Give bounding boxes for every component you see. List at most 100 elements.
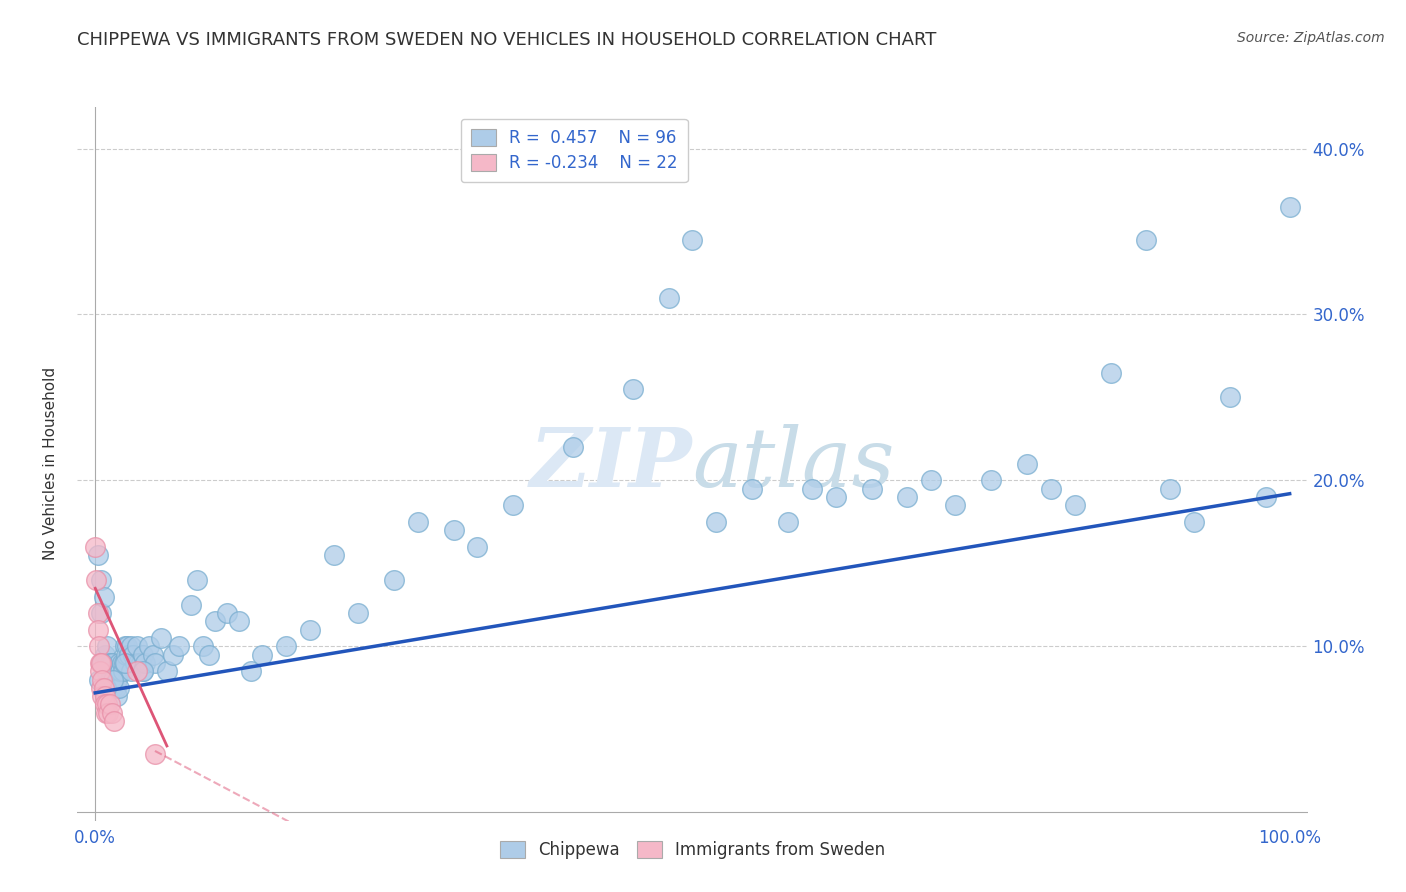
Point	[86, 606, 108, 620]
Point	[347, 606, 370, 620]
Point	[96, 640, 118, 654]
Point	[89, 665, 111, 679]
Point	[1159, 482, 1181, 496]
Point	[197, 648, 219, 662]
Point	[87, 640, 110, 654]
Point	[115, 648, 138, 662]
Point	[132, 665, 155, 679]
Point	[204, 615, 226, 629]
Point	[94, 681, 117, 695]
Point	[94, 665, 117, 679]
Y-axis label: No Vehicles in Household: No Vehicles in Household	[44, 368, 58, 560]
Point	[101, 706, 124, 720]
Point	[94, 698, 117, 712]
Point	[406, 515, 429, 529]
Point	[741, 482, 763, 496]
Point	[143, 747, 166, 762]
Point	[323, 548, 346, 562]
Point	[138, 640, 160, 654]
Point	[191, 640, 214, 654]
Point	[800, 482, 823, 496]
Point	[1254, 490, 1277, 504]
Point	[120, 640, 142, 654]
Point	[276, 640, 298, 654]
Point	[120, 665, 142, 679]
Point	[142, 648, 165, 662]
Point	[91, 673, 114, 687]
Point	[162, 648, 184, 662]
Point	[101, 656, 124, 670]
Point	[896, 490, 918, 504]
Point	[704, 515, 727, 529]
Point	[96, 656, 118, 670]
Point	[562, 440, 585, 454]
Point	[101, 665, 124, 679]
Text: Source: ZipAtlas.com: Source: ZipAtlas.com	[1237, 31, 1385, 45]
Point	[621, 382, 644, 396]
Point	[125, 640, 148, 654]
Point	[1219, 391, 1241, 405]
Point	[94, 648, 117, 662]
Point	[149, 631, 172, 645]
Point	[110, 656, 132, 670]
Point	[90, 606, 112, 620]
Text: atlas: atlas	[693, 424, 894, 504]
Point	[156, 665, 179, 679]
Point	[98, 656, 121, 670]
Point	[1182, 515, 1205, 529]
Point	[100, 665, 122, 679]
Point	[1099, 366, 1122, 380]
Point	[104, 681, 127, 695]
Point	[107, 665, 129, 679]
Point	[112, 656, 135, 670]
Point	[101, 681, 124, 695]
Point	[90, 573, 112, 587]
Point	[239, 665, 262, 679]
Point	[1135, 233, 1157, 247]
Point	[94, 656, 117, 670]
Point	[108, 656, 131, 670]
Point	[134, 656, 156, 670]
Point	[186, 573, 208, 587]
Point	[943, 499, 966, 513]
Point	[180, 598, 202, 612]
Point	[125, 665, 148, 679]
Point	[467, 540, 489, 554]
Point	[1278, 200, 1301, 214]
Point	[127, 656, 149, 670]
Text: CHIPPEWA VS IMMIGRANTS FROM SWEDEN NO VEHICLES IN HOUSEHOLD CORRELATION CHART: CHIPPEWA VS IMMIGRANTS FROM SWEDEN NO VE…	[77, 31, 936, 49]
Point	[94, 706, 117, 720]
Point	[90, 656, 112, 670]
Point	[114, 640, 136, 654]
Point	[103, 714, 125, 728]
Point	[1015, 457, 1038, 471]
Point	[124, 656, 146, 670]
Point	[299, 623, 322, 637]
Point	[86, 548, 108, 562]
Point	[117, 640, 139, 654]
Point	[132, 665, 155, 679]
Point	[382, 573, 405, 587]
Point	[86, 573, 108, 587]
Point	[110, 665, 132, 679]
Point	[89, 656, 111, 670]
Point	[824, 490, 846, 504]
Point	[122, 648, 145, 662]
Point	[105, 689, 128, 703]
Point	[776, 515, 799, 529]
Point	[96, 665, 118, 679]
Point	[980, 474, 1002, 488]
Point	[682, 233, 704, 247]
Point	[111, 665, 134, 679]
Point	[97, 706, 120, 720]
Point	[93, 590, 115, 604]
Point	[860, 482, 883, 496]
Point	[114, 656, 136, 670]
Point	[101, 673, 124, 687]
Point	[129, 656, 152, 670]
Point	[502, 499, 524, 513]
Point	[132, 648, 155, 662]
Text: ZIP: ZIP	[530, 424, 693, 504]
Point	[94, 689, 117, 703]
Point	[93, 681, 115, 695]
